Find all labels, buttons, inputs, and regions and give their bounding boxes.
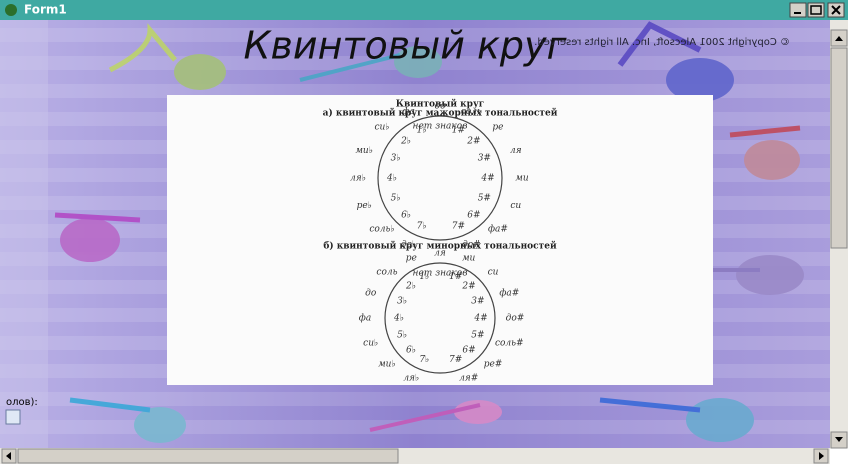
circle-key: соль — [376, 268, 397, 278]
window-title: Form1 — [24, 3, 67, 17]
circle-signs: 4♭ — [386, 174, 397, 184]
circle-key: ре — [406, 253, 417, 263]
window-buttons[interactable] — [790, 3, 844, 17]
circle-signs: 2# — [461, 282, 475, 292]
circle-key: до# — [462, 240, 481, 250]
title-bar — [0, 0, 848, 20]
circle-signs: 5# — [471, 331, 484, 341]
circle-key: ми♭ — [378, 359, 396, 369]
circle-signs: 6# — [462, 345, 475, 355]
banner-title: Квинтовый круг — [244, 24, 568, 68]
circle-signs: 5♭ — [397, 331, 407, 341]
side-label: олов): — [6, 397, 38, 408]
circle-key: соль♭ — [369, 224, 394, 234]
circle-key: си — [488, 268, 499, 278]
circle-signs: 2# — [466, 137, 480, 147]
circle-signs: 7# — [452, 222, 465, 232]
circle-key: ре♭ — [357, 201, 372, 211]
circle-top-key: ля — [434, 249, 446, 259]
circle-key: ре — [492, 123, 503, 133]
circle-signs: 3♭ — [391, 154, 401, 164]
circle-key: до♭ — [401, 240, 416, 250]
vertical-scrollbar[interactable] — [830, 20, 848, 448]
circle-signs: 7# — [449, 355, 462, 365]
circle-top-key: до — [434, 102, 446, 112]
circle-signs: 1♭ — [419, 272, 429, 282]
circle-key: ля♭ — [350, 174, 366, 184]
circle-signs: 6♭ — [401, 210, 411, 220]
banner-copyright: © Copyright 2001 Alecsoft, Inc. All righ… — [534, 37, 790, 48]
circle-key: ми — [462, 253, 475, 263]
circle-key: си♭ — [363, 338, 378, 348]
circle-key: до# — [506, 314, 525, 324]
side-input[interactable] — [6, 410, 20, 424]
circle-signs: 1# — [452, 125, 465, 135]
circle-signs: 2♭ — [400, 137, 411, 147]
circle-key: си — [510, 201, 521, 211]
circle-signs: 3♭ — [397, 296, 407, 306]
scroll-thumb[interactable] — [831, 48, 847, 248]
circle-signs: 7♭ — [419, 355, 429, 365]
app-icon — [5, 4, 17, 16]
circle-signs: 2♭ — [405, 282, 416, 292]
circle-key: фа — [402, 107, 414, 117]
circle-signs: 7♭ — [417, 222, 427, 232]
circle-signs: 4♭ — [393, 314, 404, 324]
form-window: Form1 Квинтовый круг © Copyright 2001 Al… — [0, 0, 848, 464]
circle-key: ми — [515, 174, 528, 184]
circle-signs: 1# — [449, 272, 462, 282]
circle-key: соль — [461, 107, 482, 117]
circle-key: фа — [359, 314, 371, 324]
circle-signs: 1♭ — [417, 125, 427, 135]
circle-key: фа# — [499, 289, 519, 299]
circle-signs: 6# — [467, 210, 480, 220]
left-panel — [0, 20, 48, 448]
circle-key: соль# — [495, 338, 524, 348]
circle-signs: 4# — [473, 314, 487, 324]
circle-key: ми♭ — [355, 146, 373, 156]
hscroll-thumb[interactable] — [18, 449, 398, 463]
circle-key: до — [365, 289, 377, 299]
circle-signs: 3# — [478, 154, 491, 164]
circle-key: ре# — [484, 359, 503, 369]
circle-signs: 5♭ — [391, 193, 401, 203]
minimize-button[interactable] — [790, 3, 806, 17]
circle-key: ля♭ — [403, 374, 419, 384]
circle-key: си♭ — [374, 123, 389, 133]
circle-signs: 3# — [471, 296, 484, 306]
circle-signs: 5# — [478, 193, 491, 203]
circle-signs: 6♭ — [406, 345, 416, 355]
circle-key: фа# — [488, 224, 508, 234]
circle-key: ля# — [459, 374, 478, 384]
circle-key: ля — [510, 146, 522, 156]
circle-signs: 4# — [480, 174, 494, 184]
horizontal-scrollbar[interactable] — [0, 448, 830, 464]
